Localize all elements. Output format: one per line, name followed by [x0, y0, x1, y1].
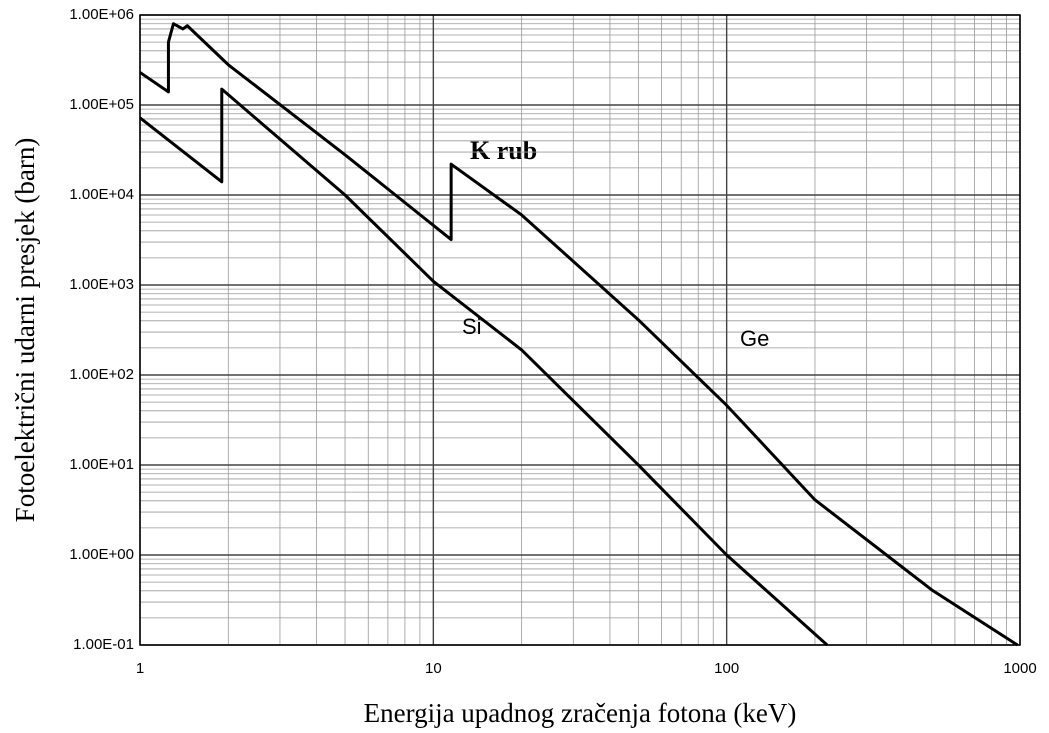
annotation: K rub — [470, 136, 537, 165]
y-tick-label: 1.00E+00 — [69, 546, 134, 563]
y-tick-label: 1.00E+02 — [69, 366, 134, 383]
series-line — [139, 22, 1019, 647]
y-tick-label: 1.00E+01 — [69, 456, 134, 473]
y-axis-label: Fotoelektrični udarni presjek (barn) — [10, 138, 40, 523]
series-label: Si — [462, 314, 482, 339]
x-tick-label: 1 — [136, 660, 144, 677]
x-tick-label: 1000 — [1003, 660, 1036, 677]
y-tick-label: 1.00E+03 — [69, 276, 134, 293]
x-tick-label: 10 — [425, 660, 442, 677]
series-label: Ge — [740, 326, 769, 351]
x-tick-label: 100 — [714, 660, 739, 677]
y-tick-label: 1.00E+04 — [69, 186, 134, 203]
y-tick-label: 1.00E+05 — [69, 96, 134, 113]
y-tick-label: 1.00E-01 — [73, 636, 134, 653]
y-tick-label: 1.00E+06 — [69, 6, 134, 23]
x-axis-label: Energija upadnog zračenja fotona (keV) — [364, 698, 797, 728]
series-line — [139, 87, 829, 647]
plot-frame — [139, 14, 1021, 646]
